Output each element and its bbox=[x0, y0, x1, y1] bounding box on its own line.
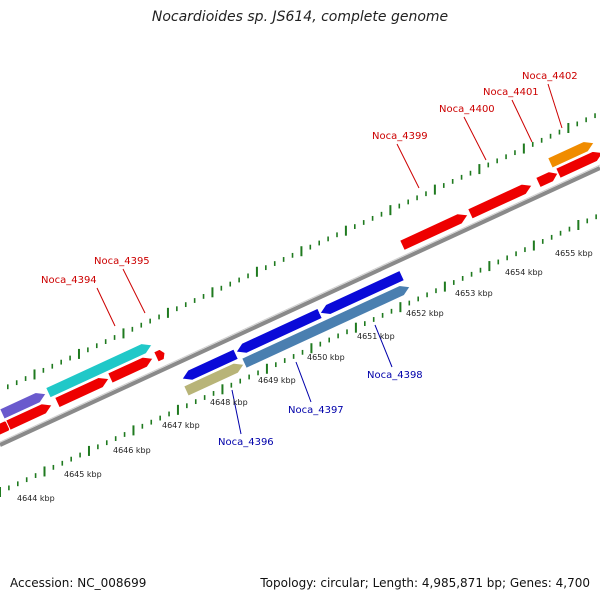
gene-arrow bbox=[153, 348, 166, 363]
gene-label: Noca_4397 bbox=[288, 405, 344, 416]
leader-line bbox=[511, 99, 533, 143]
leader-line bbox=[547, 83, 563, 129]
genome-backbone bbox=[0, 166, 600, 447]
top-tick-track bbox=[6, 113, 596, 390]
gene-label: Noca_4396 bbox=[218, 437, 274, 448]
gene-arrow bbox=[5, 403, 53, 431]
gene-labels: Noca_4394 Noca_4395 Noca_4399 Noca_4400 Noca… bbox=[41, 71, 578, 448]
page-title: Nocardioides sp. JS614, complete genome bbox=[151, 9, 449, 25]
leader-line bbox=[374, 324, 393, 368]
gene-label: Noca_4395 bbox=[94, 256, 150, 267]
gene-label: Noca_4400 bbox=[439, 104, 495, 115]
gene-arrow bbox=[107, 356, 154, 384]
leader-line bbox=[231, 389, 242, 435]
gene-label: Noca_4394 bbox=[41, 275, 97, 286]
gene-arrow bbox=[547, 141, 595, 169]
gene-arrow bbox=[555, 150, 600, 180]
gene-features bbox=[0, 141, 600, 437]
gene-arrow bbox=[0, 392, 47, 420]
gene-arrow bbox=[45, 343, 153, 399]
gene-label: Noca_4401 bbox=[483, 87, 539, 98]
scale-label: 4647 kbp bbox=[162, 421, 200, 430]
scale-label: 4653 kbp bbox=[455, 289, 493, 298]
gene-label: Noca_4402 bbox=[522, 71, 578, 82]
genome-backbone-highlight bbox=[0, 164, 600, 443]
label-leaders bbox=[96, 83, 563, 435]
scale-label: 4645 kbp bbox=[64, 470, 102, 479]
leader-line bbox=[96, 287, 116, 327]
scale-label: 4648 kbp bbox=[210, 398, 248, 407]
leader-line bbox=[396, 143, 420, 189]
bottom-tick-track bbox=[0, 214, 597, 497]
scale-label: 4644 kbp bbox=[17, 494, 55, 503]
scale-label: 4649 kbp bbox=[258, 376, 296, 385]
scale-label: 4652 kbp bbox=[406, 309, 444, 318]
scale-labels: 4644 kbp 4645 kbp 4646 kbp 4647 kbp 4648 kbp… bbox=[17, 249, 593, 503]
gene-arrow bbox=[399, 213, 469, 252]
leader-line bbox=[463, 116, 487, 161]
gene-arrow bbox=[181, 348, 239, 381]
gene-arrow bbox=[54, 376, 110, 409]
gene-arrow bbox=[235, 307, 323, 354]
gene-arrow bbox=[241, 284, 411, 370]
scale-label: 4654 kbp bbox=[505, 268, 543, 277]
gene-arrow bbox=[535, 171, 559, 189]
gene-label: Noca_4398 bbox=[367, 370, 423, 381]
scale-label: 4650 kbp bbox=[307, 353, 345, 362]
gene-label: Noca_4399 bbox=[372, 131, 428, 142]
gene-arrow bbox=[319, 269, 405, 316]
accession-text: Accession: NC_008699 bbox=[10, 576, 147, 590]
scale-label: 4651 kbp bbox=[357, 332, 395, 341]
leader-line bbox=[295, 361, 312, 403]
scale-label: 4646 kbp bbox=[113, 446, 151, 455]
genome-stats-text: Topology: circular; Length: 4,985,871 bp… bbox=[260, 576, 590, 590]
scale-label: 4655 kbp bbox=[555, 249, 593, 258]
gene-arrow bbox=[183, 362, 245, 397]
leader-line bbox=[122, 268, 146, 314]
gene-arrow bbox=[467, 183, 533, 220]
